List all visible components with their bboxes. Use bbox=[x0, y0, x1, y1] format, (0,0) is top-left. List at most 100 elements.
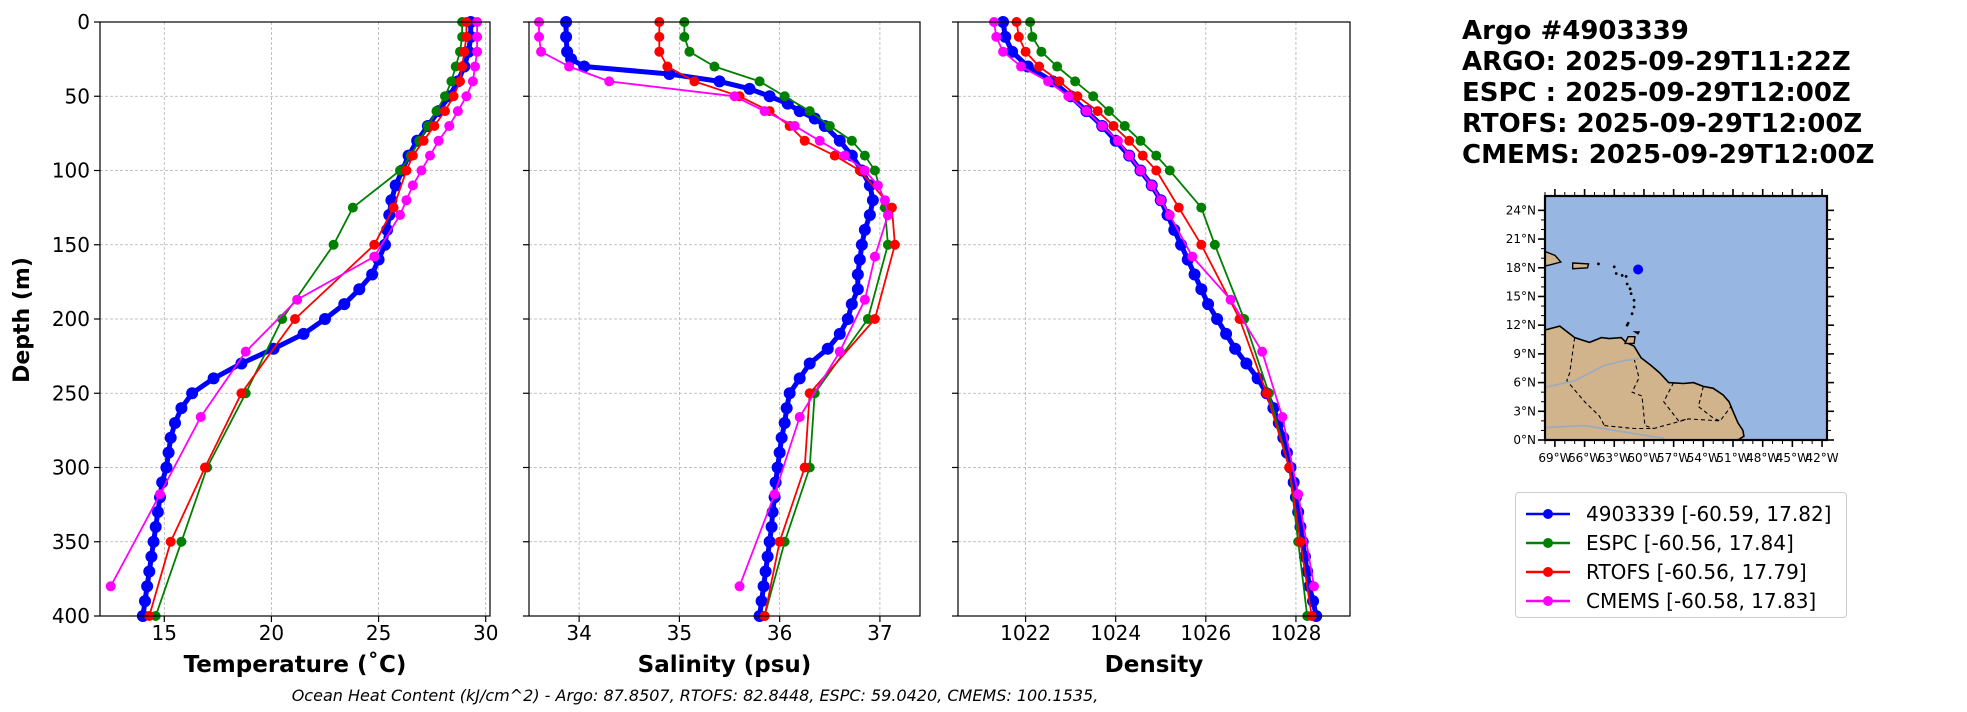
map-lon-label-7: 48°W bbox=[1746, 451, 1779, 465]
temperature-point-argo bbox=[149, 520, 162, 533]
map-lat-label-1: 21°N bbox=[1506, 232, 1536, 246]
temperature-point-cmems bbox=[467, 76, 478, 87]
temperature-point-cmems bbox=[195, 412, 206, 423]
map-antilles-island bbox=[1628, 287, 1632, 291]
salinity-point-espc bbox=[684, 46, 695, 57]
legend-label-argo: 4903339 [-60.59, 17.82] bbox=[1586, 501, 1832, 526]
density-point-rtofs bbox=[1108, 120, 1119, 131]
density-point-argo bbox=[1229, 342, 1242, 355]
salinity-point-rtofs bbox=[869, 314, 880, 324]
salinity-point-cmems bbox=[814, 135, 825, 146]
temperature-point-cmems bbox=[470, 61, 480, 72]
salinity-point-cmems bbox=[859, 165, 870, 176]
density-point-rtofs bbox=[1261, 388, 1272, 399]
temperature-point-argo bbox=[151, 506, 164, 519]
temperature-point-argo bbox=[145, 550, 158, 563]
salinity-point-cmems bbox=[794, 412, 805, 423]
salinity-xtick-label-0: 34 bbox=[566, 621, 591, 645]
density-point-rtofs bbox=[1072, 91, 1083, 102]
legend-marker-cmems bbox=[1543, 595, 1553, 606]
temperature-xtick-label-2: 25 bbox=[366, 621, 391, 645]
density-point-espc bbox=[1088, 91, 1099, 102]
density-point-argo bbox=[1188, 268, 1201, 281]
salinity-point-rtofs bbox=[662, 61, 673, 72]
legend-swatch-cmems bbox=[1526, 595, 1570, 606]
density-point-rtofs bbox=[1173, 202, 1184, 213]
density-point-cmems bbox=[1112, 135, 1123, 146]
temperature-point-rtofs bbox=[401, 165, 412, 176]
temperature-point-rtofs bbox=[200, 462, 210, 473]
temperature-ytick-label-1: 50 bbox=[65, 84, 90, 108]
density-xtick-label-1: 1024 bbox=[1090, 621, 1141, 645]
temperature-point-cmems bbox=[472, 46, 483, 57]
density-xlabel: Density bbox=[1105, 652, 1204, 678]
density-point-espc bbox=[1119, 120, 1130, 131]
salinity-point-espc bbox=[859, 150, 870, 161]
salinity-xlabel: Salinity (psu) bbox=[638, 652, 812, 678]
density-point-cmems bbox=[1097, 120, 1108, 131]
map-antilles-island bbox=[1625, 323, 1629, 327]
map-lon-label-5: 54°W bbox=[1687, 451, 1720, 465]
salinity-point-espc bbox=[824, 120, 835, 131]
salinity-point-espc bbox=[754, 76, 765, 87]
map-lon-label-3: 60°W bbox=[1627, 451, 1660, 465]
density-point-rtofs bbox=[1092, 106, 1103, 117]
temperature-point-cmems bbox=[369, 251, 380, 262]
temperature-point-rtofs bbox=[459, 46, 470, 57]
density-point-cmems bbox=[991, 31, 1002, 42]
density-xtick-label-0: 1022 bbox=[1000, 621, 1051, 645]
temperature-ytick-label-2: 100 bbox=[52, 159, 90, 183]
title-rtofs-time: RTOFS: 2025-09-29T12:00Z bbox=[1462, 109, 1863, 139]
temperature-point-cmems bbox=[461, 91, 472, 102]
salinity-point-cmems bbox=[834, 346, 845, 357]
salinity-point-cmems bbox=[769, 489, 780, 500]
density-point-argo bbox=[1168, 223, 1181, 236]
salinity-point-cmems bbox=[536, 46, 547, 57]
legend-label-cmems: CMEMS [-60.58, 17.83] bbox=[1586, 588, 1817, 613]
legend-item-espc: ESPC [-60.56, 17.84] bbox=[1524, 528, 1840, 557]
salinity-point-argo bbox=[851, 268, 864, 281]
temperature-point-rtofs bbox=[165, 536, 176, 547]
temperature-point-argo bbox=[366, 268, 379, 281]
salinity-point-argo bbox=[858, 223, 871, 236]
salinity-point-argo bbox=[578, 60, 591, 73]
salinity-point-cmems bbox=[882, 210, 893, 221]
salinity-point-argo bbox=[560, 30, 573, 43]
density-point-rtofs bbox=[1124, 135, 1135, 146]
salinity-point-rtofs bbox=[829, 150, 840, 161]
salinity-point-argo bbox=[853, 253, 866, 266]
temperature-point-cmems bbox=[452, 106, 463, 117]
map-lat-label-2: 18°N bbox=[1506, 261, 1536, 275]
temperature-point-cmems bbox=[395, 210, 405, 221]
temperature-point-argo bbox=[141, 580, 154, 593]
density-xtick-label-3: 1028 bbox=[1270, 621, 1321, 645]
legend-swatch-espc bbox=[1526, 537, 1570, 548]
map-river-1 bbox=[1544, 424, 1664, 439]
density-point-argo bbox=[1202, 298, 1215, 311]
salinity-point-argo bbox=[793, 105, 806, 118]
legend-marker-espc bbox=[1543, 537, 1553, 548]
temperature-panel: 15 20 25 30050100150200250300350400Temperat… bbox=[52, 10, 499, 678]
density-point-cmems bbox=[1293, 489, 1304, 500]
temperature-point-argo bbox=[147, 535, 160, 548]
density-point-rtofs bbox=[1151, 165, 1162, 176]
profile-info-title: Argo #4903339 ARGO: 2025-09-29T11:22Z ES… bbox=[1462, 16, 1874, 171]
temperature-point-cmems bbox=[472, 31, 483, 42]
temperature-point-argo bbox=[160, 461, 173, 474]
temperature-xlabel: Temperature (˚C) bbox=[184, 651, 407, 678]
map-lon-label-2: 63°W bbox=[1598, 451, 1631, 465]
density-point-argo bbox=[999, 30, 1012, 43]
density-point-espc bbox=[1135, 135, 1146, 146]
salinity-panel: 34 35 36 37 Salinity (psu) bbox=[523, 16, 921, 678]
density-point-cmems bbox=[1043, 76, 1054, 87]
map-antilles-island bbox=[1597, 262, 1600, 266]
temperature-point-espc bbox=[440, 91, 450, 102]
temperature-point-argo bbox=[235, 357, 248, 370]
density-point-cmems bbox=[1164, 210, 1175, 221]
map-antilles-island bbox=[1620, 274, 1624, 277]
temperature-point-rtofs bbox=[461, 31, 472, 42]
salinity-point-rtofs bbox=[799, 135, 810, 146]
map-island-3 bbox=[1632, 331, 1641, 335]
legend-label-rtofs: RTOFS [-60.56, 17.79] bbox=[1586, 559, 1807, 584]
density-point-argo bbox=[1195, 283, 1208, 296]
